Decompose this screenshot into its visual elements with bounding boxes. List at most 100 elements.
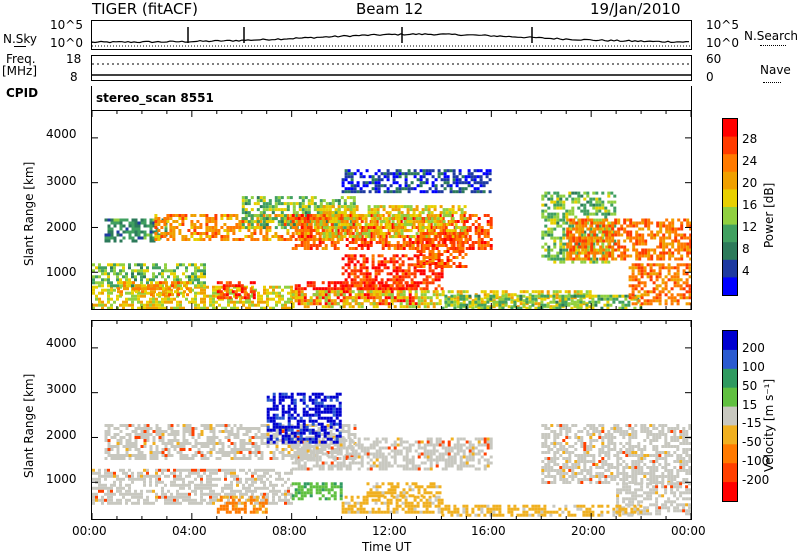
heatmap-cell — [682, 287, 686, 291]
heatmap-cell — [251, 300, 254, 304]
heatmap-cell — [316, 223, 320, 227]
heatmap-cell — [610, 203, 614, 207]
heatmap-cell — [250, 208, 254, 212]
heatmap-cell — [294, 287, 298, 291]
heatmap-cell — [104, 433, 108, 436]
heatmap-cell — [413, 175, 417, 179]
heatmap-cell — [128, 457, 132, 460]
heatmap-cell — [595, 218, 599, 222]
heatmap-cell — [456, 241, 460, 244]
heatmap-cell — [266, 424, 270, 427]
heatmap-cell — [122, 306, 125, 309]
heatmap-cell — [309, 223, 313, 226]
heatmap-cell — [363, 241, 367, 244]
heatmap-cell — [380, 269, 384, 273]
heatmap-cell — [265, 229, 269, 232]
heatmap-cell — [624, 294, 628, 298]
heatmap-cell — [242, 427, 246, 430]
heatmap-cell — [383, 266, 387, 270]
heatmap-cell — [138, 287, 141, 291]
heatmap-cell — [578, 218, 582, 222]
heatmap-cell — [334, 214, 338, 218]
heatmap-cell — [553, 236, 557, 240]
heatmap-cell — [682, 272, 686, 276]
heatmap-cell — [463, 232, 467, 236]
heatmap-cell — [98, 303, 101, 307]
heatmap-cell — [176, 451, 180, 454]
heatmap-cell — [552, 290, 556, 294]
heatmap-cell — [418, 214, 422, 218]
heatmap-cell — [245, 300, 248, 304]
heatmap-cell — [256, 196, 260, 200]
heatmap-cell — [354, 293, 358, 297]
heatmap-cell — [319, 205, 323, 209]
heatmap-cell — [137, 233, 141, 237]
heatmap-cell — [180, 287, 183, 291]
heatmap-cell — [374, 187, 378, 191]
heatmap-cell — [384, 238, 388, 241]
heatmap-cell — [577, 191, 581, 195]
heatmap-cell — [104, 430, 108, 433]
heatmap-cell — [322, 205, 326, 209]
heatmap-cell — [641, 242, 645, 246]
heatmap-cell — [230, 306, 233, 309]
heatmap-cell — [677, 227, 681, 231]
heatmap-cell — [272, 288, 275, 292]
heatmap-cell — [234, 284, 238, 288]
heatmap-cell — [411, 241, 415, 244]
heatmap-cell — [531, 290, 535, 294]
heatmap-cell — [165, 287, 168, 291]
colorbar-swatch — [723, 224, 737, 243]
heatmap-cell — [286, 220, 290, 224]
heatmap-cell — [344, 254, 348, 258]
heatmap-cell — [143, 439, 147, 442]
heatmap-cell — [571, 209, 575, 213]
heatmap-cell — [226, 226, 230, 229]
heatmap-cell — [179, 457, 183, 460]
heatmap-cell — [428, 238, 432, 241]
heatmap-cell — [562, 200, 566, 204]
heatmap-cell — [369, 290, 373, 294]
heatmap-cell — [586, 191, 590, 195]
heatmap-cell — [242, 439, 246, 442]
heatmap-cell — [274, 205, 278, 209]
heatmap-cell — [447, 290, 451, 294]
heatmap-cell — [574, 200, 578, 204]
heatmap-cell — [454, 223, 458, 227]
heatmap-cell — [333, 302, 337, 306]
heatmap-cell — [184, 214, 188, 217]
heatmap-cell — [140, 272, 143, 276]
heatmap-cell — [457, 205, 461, 209]
heatmap-cell — [113, 288, 116, 292]
heatmap-cell — [443, 181, 447, 185]
heatmap-cell — [626, 224, 630, 228]
heatmap-cell — [260, 451, 264, 454]
heatmap-cell — [363, 244, 367, 247]
heatmap-cell — [427, 226, 431, 230]
heatmap-cell — [116, 448, 120, 451]
heatmap-cell — [131, 275, 134, 279]
heatmap-cell — [453, 303, 457, 307]
heatmap-cell — [385, 217, 389, 221]
heatmap-cell — [283, 202, 287, 206]
heatmap-cell — [107, 239, 111, 243]
heatmap-cell — [128, 297, 131, 301]
heatmap-cell — [297, 284, 301, 288]
heatmap-cell — [280, 238, 284, 241]
heatmap-cell — [149, 221, 153, 225]
heatmap-cell — [262, 238, 266, 241]
heatmap-cell — [216, 281, 220, 285]
heatmap-cell — [378, 235, 382, 238]
heatmap-cell — [355, 229, 359, 233]
heatmap-cell — [464, 187, 468, 191]
heatmap-cell — [483, 303, 487, 307]
heatmap-cell — [353, 184, 357, 188]
heatmap-cell — [631, 272, 635, 276]
heatmap-cell — [149, 239, 153, 243]
heatmap-cell — [543, 294, 547, 298]
heatmap-cell — [618, 294, 622, 298]
heatmap-cell — [586, 200, 590, 204]
heatmap-cell — [419, 250, 423, 253]
heatmap-cell — [253, 232, 257, 235]
heatmap-cell — [562, 218, 566, 222]
